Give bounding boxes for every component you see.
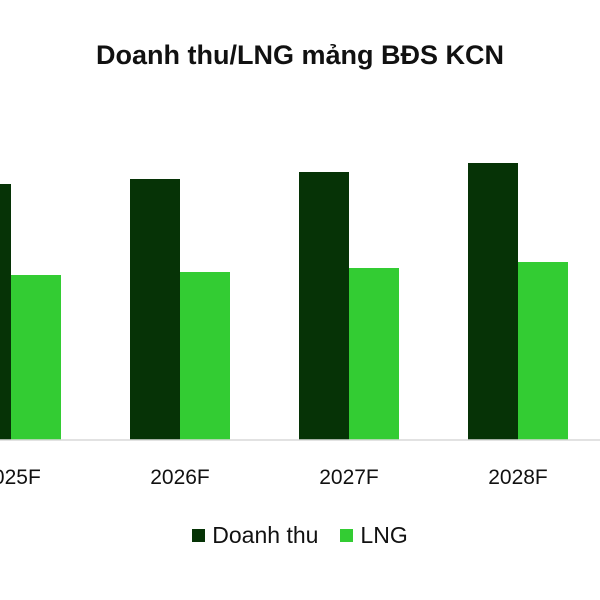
- x-tick-label-2025f: 2025F: [0, 466, 41, 489]
- x-tick-label-2026f: 2026F: [150, 466, 210, 489]
- x-tick-label-2027f: 2027F: [319, 466, 379, 489]
- chart-title: Doanh thu/LNG mảng BĐS KCN: [96, 40, 504, 70]
- bar-profit-2027f: [349, 268, 399, 440]
- legend-item-revenue: Doanh thu: [192, 522, 318, 549]
- legend-label-profit: LNG: [360, 522, 408, 548]
- legend-item-profit: LNG: [340, 522, 408, 549]
- legend-label-revenue: Doanh thu: [212, 522, 319, 548]
- bar-revenue-2025f: [0, 184, 11, 440]
- bar-profit-2028f: [518, 262, 568, 440]
- x-tick-label-2028f: 2028F: [488, 466, 548, 489]
- legend-swatch-revenue: [192, 529, 206, 542]
- bar-revenue-2027f: [299, 172, 349, 440]
- bars-group: [0, 163, 568, 440]
- x-tick-labels: 2025F 2026F 2027F 2028F: [0, 466, 548, 489]
- legend: Doanh thu LNG: [0, 522, 600, 549]
- legend-swatch-profit: [340, 529, 354, 542]
- bar-profit-2025f: [11, 275, 61, 440]
- bar-revenue-2026f: [130, 179, 180, 440]
- bar-revenue-2028f: [468, 163, 518, 440]
- bar-profit-2026f: [180, 272, 230, 440]
